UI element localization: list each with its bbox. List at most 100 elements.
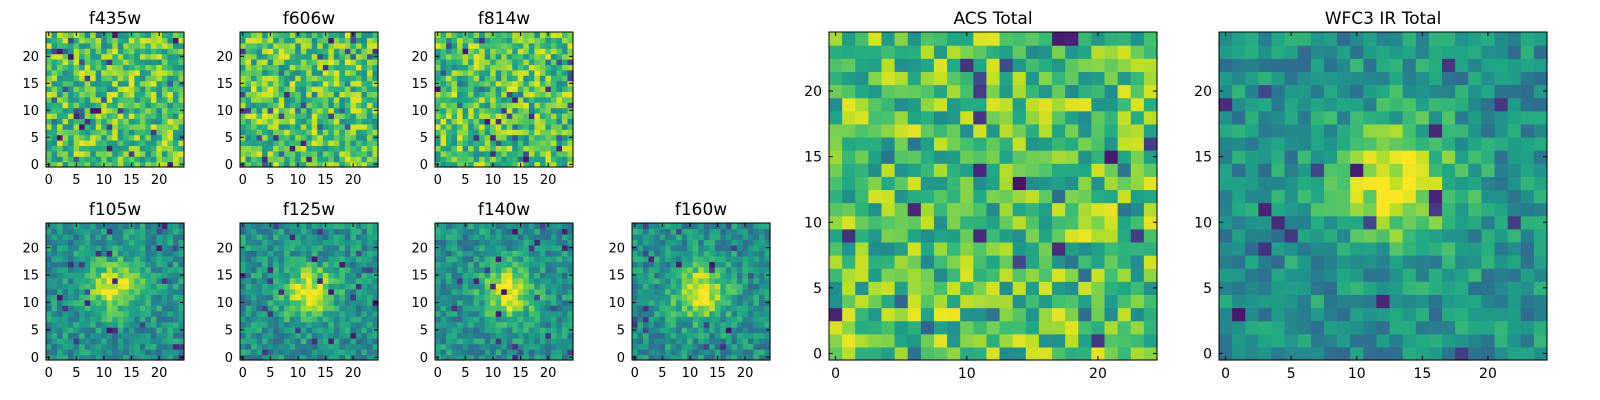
heatmap-cell [1038, 268, 1053, 282]
heatmap-cell [523, 53, 530, 60]
heatmap-cell [90, 327, 97, 334]
heatmap-cell [355, 338, 363, 345]
heatmap-cell [112, 223, 119, 230]
heatmap-cell [747, 255, 755, 262]
heatmap-cell [654, 255, 661, 262]
heatmap-cell [328, 354, 335, 361]
heatmap-cell [311, 150, 318, 157]
heatmap-cell [556, 250, 563, 257]
heatmap-cell [117, 277, 124, 284]
heatmap-cell [999, 241, 1014, 256]
heatmap-cell [68, 299, 75, 306]
heatmap-cell [361, 118, 368, 125]
heatmap-cell [659, 349, 666, 356]
heatmap-cell [322, 140, 329, 146]
heatmap-cell [101, 42, 108, 49]
heatmap-cell [933, 294, 948, 309]
heatmap-cell [57, 123, 64, 130]
heatmap-cell [372, 305, 379, 312]
heatmap-cell [123, 349, 130, 356]
heatmap-cell [167, 156, 174, 163]
heatmap-cell [1130, 176, 1145, 191]
heatmap-cell [278, 80, 285, 87]
heatmap-cell [106, 42, 113, 49]
heatmap-cell [999, 307, 1014, 322]
heatmap-cell [51, 332, 58, 339]
heatmap-cell [161, 96, 169, 103]
heatmap-cell [256, 266, 263, 273]
heatmap-cell [550, 123, 558, 130]
heatmap-cell [278, 123, 285, 130]
heatmap-cell [435, 250, 442, 257]
heatmap-cell [245, 288, 252, 295]
heatmap-cell [534, 332, 541, 339]
heatmap-cell [156, 69, 163, 76]
heatmap-cell [262, 305, 269, 312]
heatmap-cell [355, 327, 363, 334]
heatmap-cell [714, 332, 721, 339]
heatmap-cell [328, 316, 335, 323]
heatmap-cell [747, 288, 755, 295]
heatmap-cell [57, 102, 64, 109]
heatmap-cell [361, 294, 368, 301]
heatmap-cell [692, 277, 699, 284]
heatmap-cell [273, 75, 280, 82]
heatmap-cell [512, 64, 519, 71]
heatmap-cell [703, 233, 710, 241]
heatmap-cell [139, 288, 146, 295]
heatmap-cell [344, 349, 351, 356]
heatmap-cell [637, 266, 644, 273]
heatmap-cell [986, 268, 1001, 282]
heatmap-cell [720, 244, 727, 251]
heatmap-cell [339, 75, 346, 82]
heatmap-cell [440, 239, 447, 246]
heatmap-cell [435, 156, 442, 163]
heatmap-cell [289, 80, 296, 87]
heatmap-cell [284, 75, 291, 82]
heatmap-cell [490, 96, 497, 103]
heatmap-cell [178, 316, 185, 323]
heatmap-cell [512, 113, 519, 119]
heatmap-cell [106, 272, 113, 279]
heatmap-cell [366, 113, 374, 119]
heatmap-cell [311, 338, 318, 345]
heatmap-cell [648, 266, 655, 273]
heatmap-cell [698, 294, 705, 301]
heatmap-cell [725, 283, 732, 290]
heatmap-cell [161, 113, 169, 119]
heatmap-cell [736, 327, 743, 334]
heatmap-cell [79, 69, 86, 76]
heatmap-cell [167, 140, 174, 146]
heatmap-cell [278, 228, 285, 235]
heatmap-cell [561, 327, 569, 334]
heatmap-cell [167, 332, 174, 339]
heatmap-cell [355, 64, 363, 71]
heatmap-cell [512, 150, 519, 157]
heatmap-cell [495, 123, 502, 130]
heatmap-cell [561, 250, 569, 257]
heatmap-cell [676, 343, 683, 350]
heatmap-cell [550, 91, 558, 98]
heatmap-cell [289, 223, 296, 230]
heatmap-cell [328, 321, 335, 328]
heatmap-cell [506, 37, 513, 44]
heatmap-cell [306, 102, 313, 109]
heatmap-cell [372, 288, 379, 295]
heatmap-cell [273, 266, 280, 273]
heatmap-cell [57, 32, 64, 38]
heatmap-cell [317, 261, 324, 268]
heatmap-cell [79, 129, 86, 136]
heatmap-cell [289, 327, 296, 334]
heatmap-cell [550, 316, 558, 323]
heatmap-cell [273, 69, 280, 76]
heatmap-cell [1117, 333, 1132, 348]
heatmap-cell [84, 161, 91, 168]
heatmap-cell [273, 37, 280, 44]
heatmap-cell [1012, 320, 1027, 335]
heatmap-cell [567, 75, 574, 82]
heatmap-cell [479, 288, 486, 295]
heatmap-cell [495, 69, 502, 76]
heatmap-cell [361, 283, 368, 290]
heatmap-cell [79, 96, 86, 103]
heatmap-cell [156, 239, 163, 246]
